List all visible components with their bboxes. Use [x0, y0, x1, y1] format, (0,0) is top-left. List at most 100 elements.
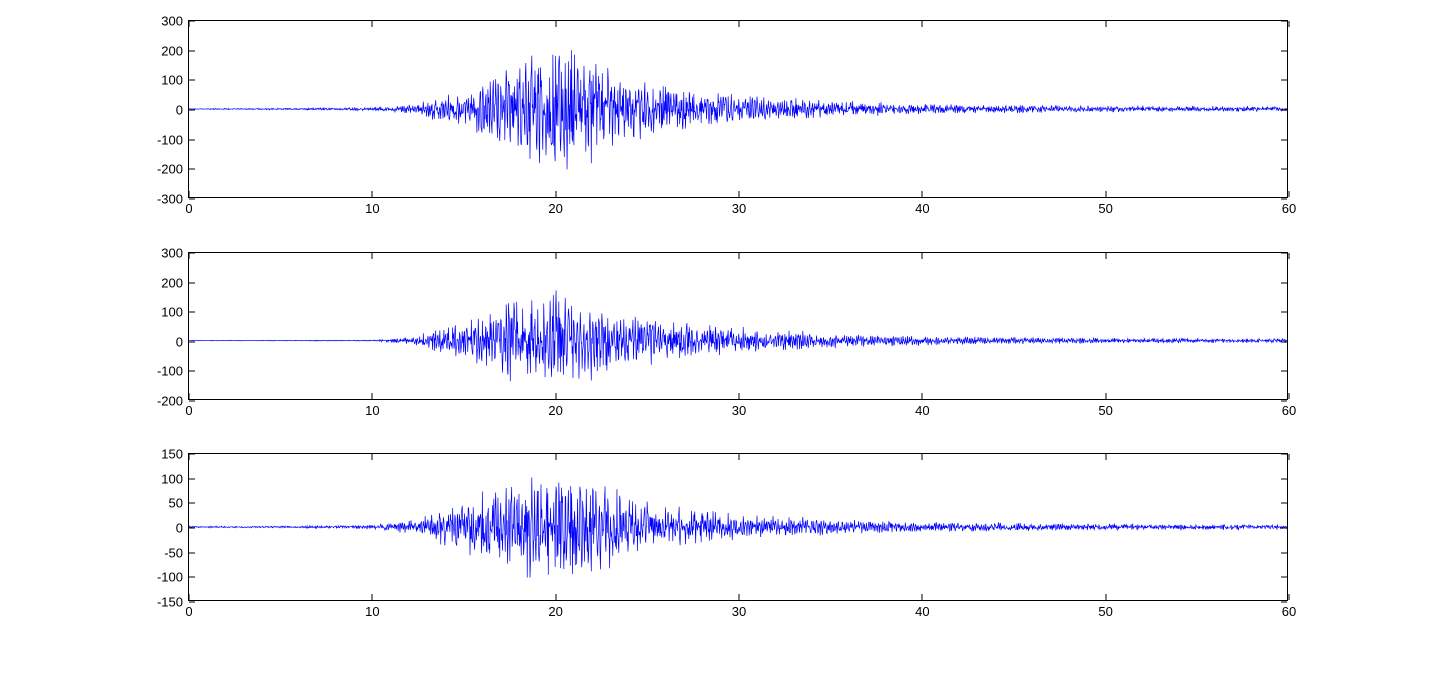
xtick-mark — [1105, 21, 1106, 27]
xtick-label: 50 — [1098, 604, 1112, 619]
xtick-label: 10 — [365, 201, 379, 216]
waveform-panel-3: -150-100-500501001500102030405060 — [188, 453, 1288, 601]
ytick-mark — [1281, 577, 1287, 578]
ytick-mark — [189, 478, 195, 479]
ytick-mark — [189, 282, 195, 283]
ytick-label: 0 — [176, 521, 183, 536]
series-line — [189, 477, 1287, 577]
ytick-label: -200 — [157, 394, 183, 409]
xtick-mark — [189, 594, 190, 600]
ytick-mark — [1281, 80, 1287, 81]
xtick-label: 60 — [1282, 403, 1296, 418]
xtick-label: 60 — [1282, 604, 1296, 619]
xtick-mark — [189, 21, 190, 27]
ytick-mark — [189, 577, 195, 578]
xtick-mark — [372, 454, 373, 460]
ytick-mark — [189, 401, 195, 402]
waveform-panel-1: -300-200-10001002003000102030405060 — [188, 20, 1288, 198]
xtick-mark — [555, 393, 556, 399]
xtick-mark — [555, 191, 556, 197]
ytick-mark — [189, 528, 195, 529]
series-line — [189, 50, 1287, 169]
ytick-label: 150 — [161, 447, 183, 462]
ytick-mark — [1281, 282, 1287, 283]
axes-2: -200-10001002003000102030405060 — [188, 252, 1288, 400]
ytick-mark — [189, 253, 195, 254]
xtick-mark — [1289, 191, 1290, 197]
ytick-label: 50 — [169, 496, 183, 511]
xtick-mark — [1105, 393, 1106, 399]
xtick-label: 50 — [1098, 201, 1112, 216]
ytick-mark — [1281, 110, 1287, 111]
xtick-mark — [189, 393, 190, 399]
waveform-line-3 — [189, 454, 1287, 600]
xtick-mark — [1289, 594, 1290, 600]
waveform-panel-2: -200-10001002003000102030405060 — [188, 252, 1288, 400]
ytick-mark — [1281, 371, 1287, 372]
xtick-mark — [1105, 253, 1106, 259]
xtick-mark — [1289, 21, 1290, 27]
xtick-mark — [1289, 253, 1290, 259]
xtick-label: 0 — [185, 403, 192, 418]
xtick-mark — [739, 393, 740, 399]
xtick-mark — [739, 594, 740, 600]
ytick-label: 0 — [176, 103, 183, 118]
ytick-mark — [189, 371, 195, 372]
xtick-label: 30 — [732, 201, 746, 216]
ytick-label: 300 — [161, 14, 183, 29]
ytick-mark — [1281, 50, 1287, 51]
ytick-mark — [189, 50, 195, 51]
xtick-mark — [922, 253, 923, 259]
ytick-mark — [189, 110, 195, 111]
xtick-label: 20 — [548, 403, 562, 418]
xtick-mark — [922, 191, 923, 197]
xtick-mark — [1289, 393, 1290, 399]
xtick-mark — [922, 21, 923, 27]
xtick-label: 50 — [1098, 403, 1112, 418]
xtick-mark — [922, 594, 923, 600]
ytick-mark — [189, 80, 195, 81]
ytick-mark — [1281, 199, 1287, 200]
ytick-label: -100 — [157, 132, 183, 147]
xtick-mark — [739, 21, 740, 27]
xtick-mark — [739, 454, 740, 460]
xtick-mark — [189, 253, 190, 259]
xtick-mark — [372, 393, 373, 399]
xtick-mark — [1105, 594, 1106, 600]
xtick-label: 30 — [732, 604, 746, 619]
waveform-line-1 — [189, 21, 1287, 197]
ytick-mark — [1281, 454, 1287, 455]
figure-root: -300-200-10001002003000102030405060 -200… — [0, 0, 1439, 676]
ytick-mark — [189, 454, 195, 455]
ytick-mark — [189, 312, 195, 313]
xtick-mark — [922, 454, 923, 460]
ytick-label: -200 — [157, 162, 183, 177]
xtick-mark — [372, 594, 373, 600]
ytick-label: 300 — [161, 246, 183, 261]
xtick-mark — [555, 21, 556, 27]
xtick-mark — [372, 21, 373, 27]
ytick-mark — [189, 602, 195, 603]
xtick-label: 20 — [548, 604, 562, 619]
xtick-mark — [739, 253, 740, 259]
ytick-mark — [189, 169, 195, 170]
ytick-mark — [1281, 169, 1287, 170]
ytick-label: 100 — [161, 471, 183, 486]
ytick-mark — [1281, 528, 1287, 529]
ytick-mark — [189, 503, 195, 504]
ytick-mark — [1281, 253, 1287, 254]
ytick-mark — [189, 341, 195, 342]
xtick-mark — [1105, 191, 1106, 197]
ytick-mark — [1281, 341, 1287, 342]
ytick-mark — [189, 552, 195, 553]
xtick-label: 0 — [185, 604, 192, 619]
ytick-label: 200 — [161, 275, 183, 290]
ytick-mark — [1281, 503, 1287, 504]
xtick-mark — [189, 191, 190, 197]
series-line — [189, 290, 1287, 381]
ytick-label: -300 — [157, 192, 183, 207]
axes-1: -300-200-10001002003000102030405060 — [188, 20, 1288, 198]
ytick-label: -100 — [157, 364, 183, 379]
ytick-mark — [1281, 312, 1287, 313]
xtick-label: 10 — [365, 403, 379, 418]
